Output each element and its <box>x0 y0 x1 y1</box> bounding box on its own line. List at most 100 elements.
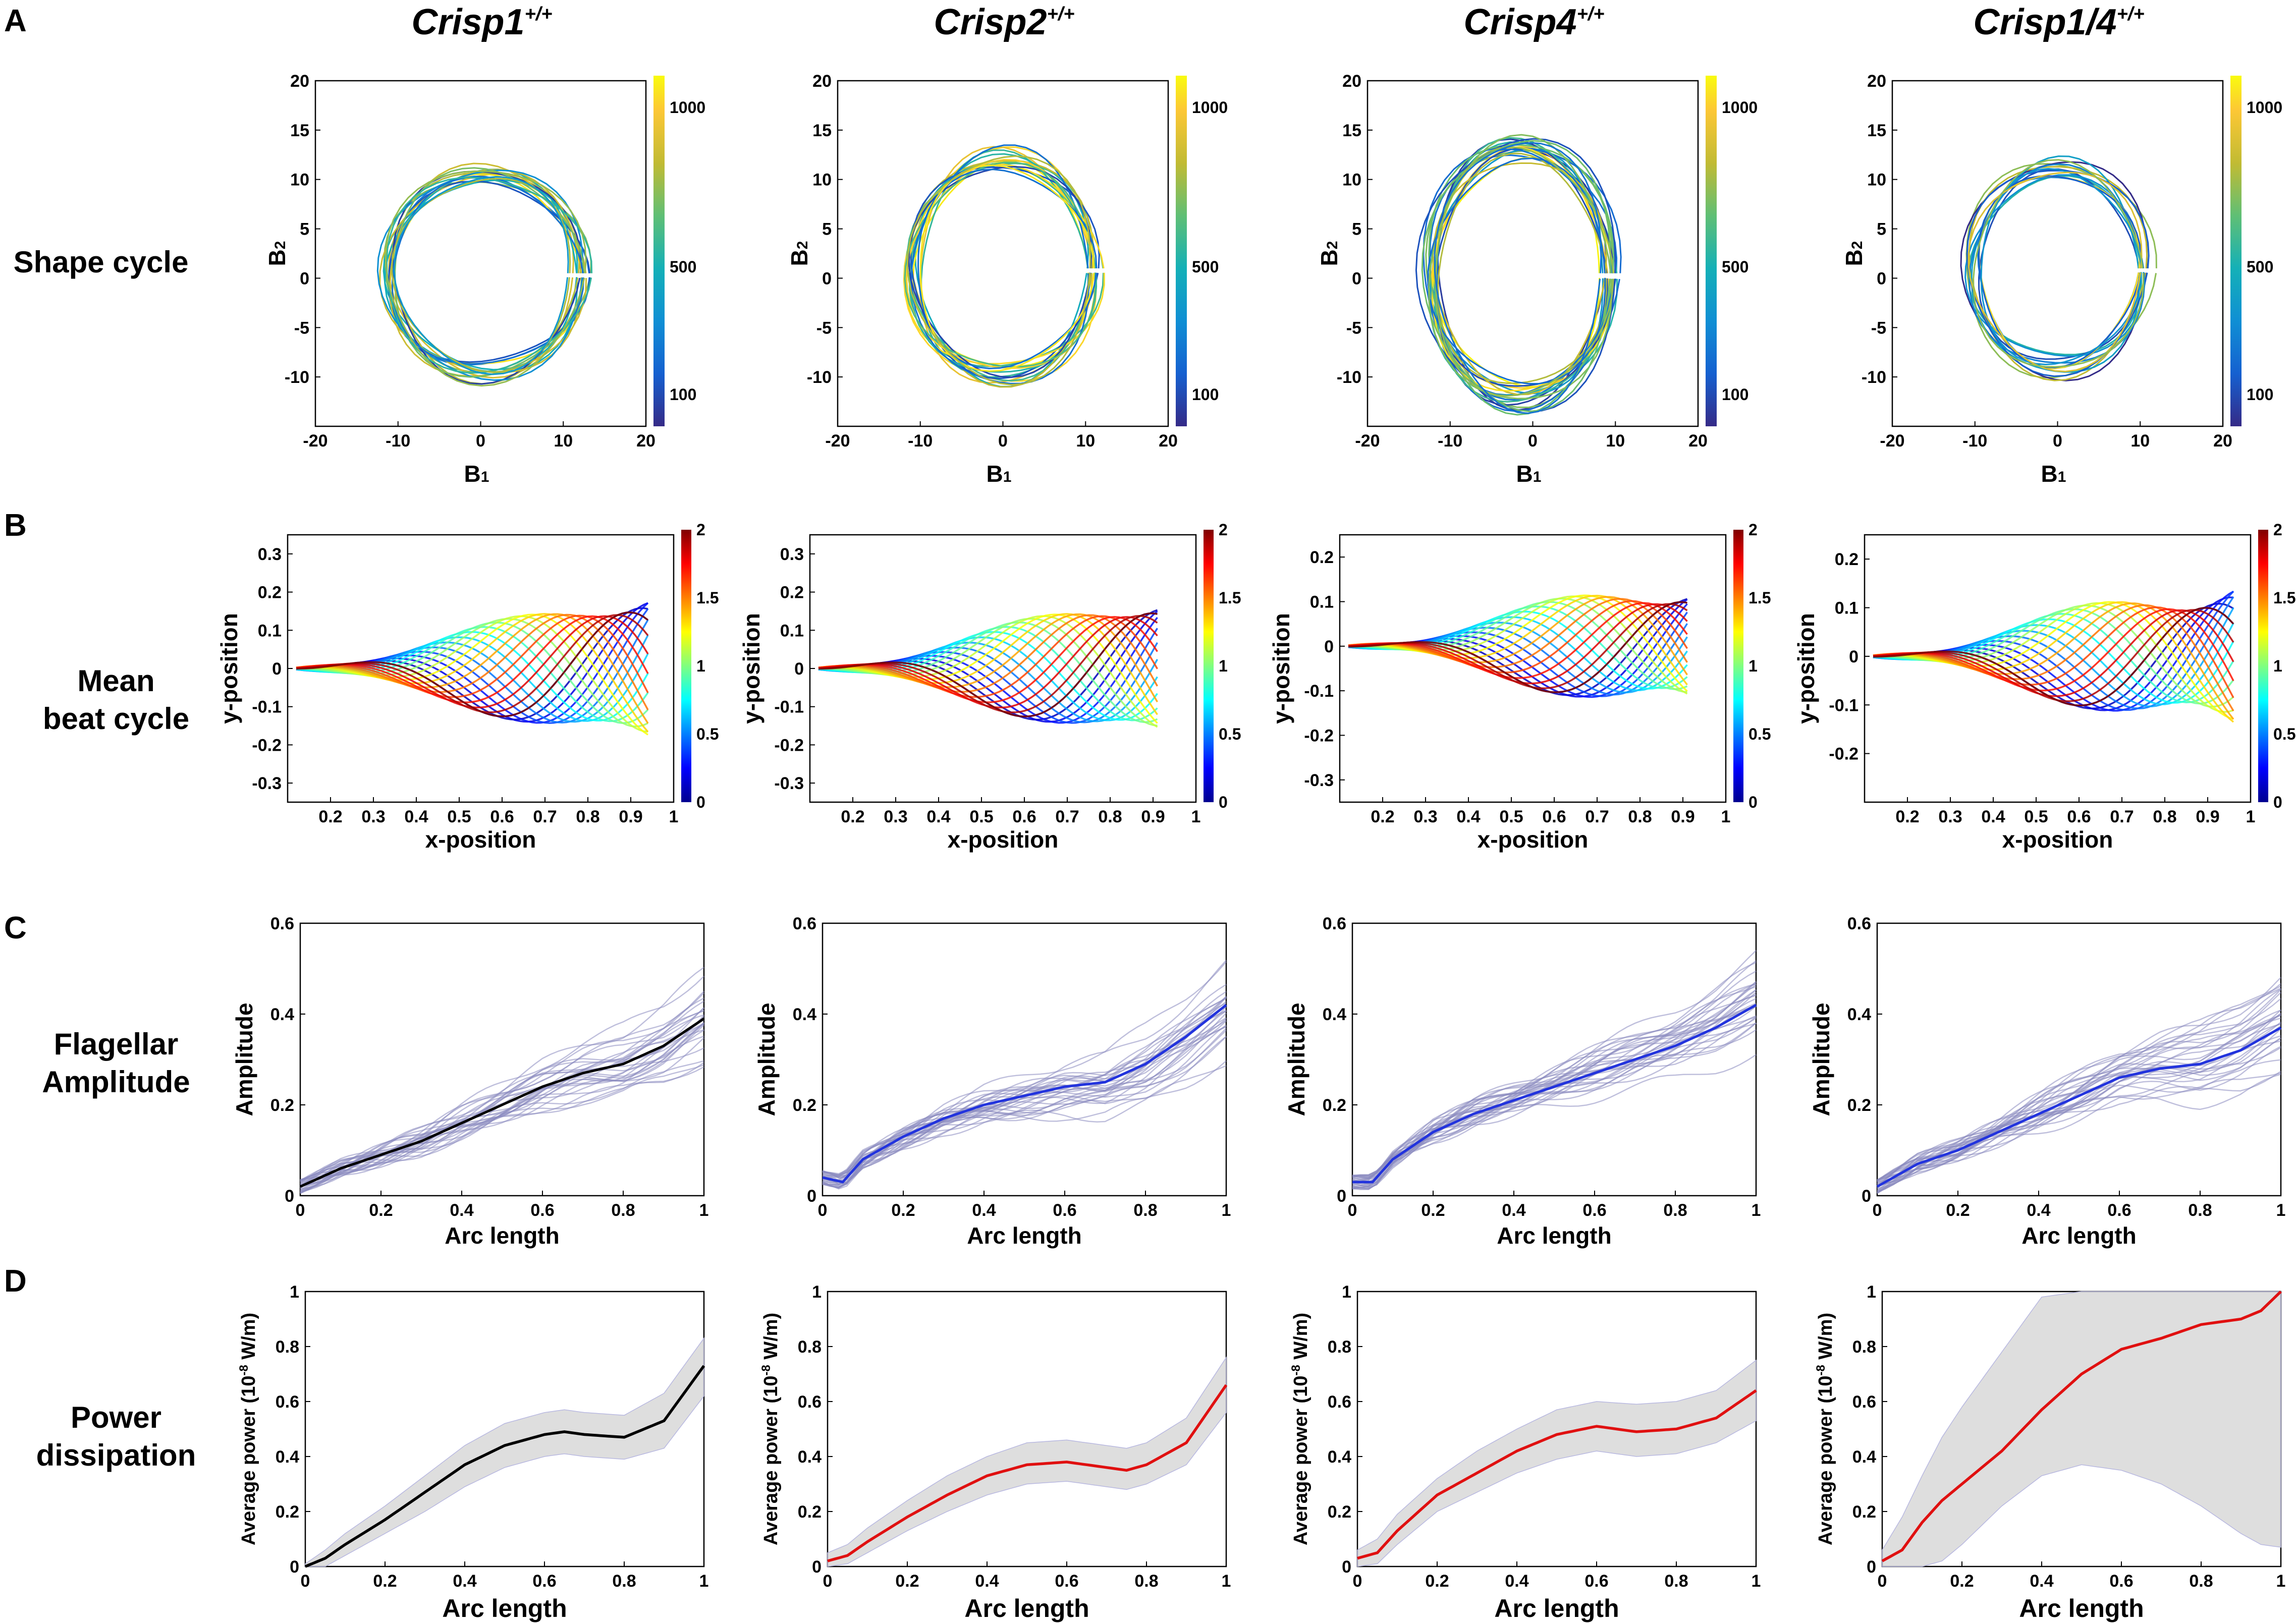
shape-cycle-0-loop <box>384 169 578 373</box>
shape-cycle-2-loop <box>1427 157 1606 384</box>
beat-cycle-1-xtick-label: 0.2 <box>841 807 864 826</box>
shape-cycle-2-xtick-label: 10 <box>1606 431 1625 451</box>
shape-cycle-0-xlabel: B1 <box>464 461 489 487</box>
shape-cycle-0-loop <box>385 170 587 387</box>
power-3-xtick-label: 0.8 <box>2189 1572 2213 1591</box>
power-3-xtick-label: 0.6 <box>2109 1572 2133 1591</box>
power-1-confidence-band <box>827 1356 1227 1567</box>
shape-cycle-0-loop <box>376 169 584 381</box>
amplitude-0-ytick-label: 0.2 <box>270 1096 294 1115</box>
amplitude-2-mean-line <box>1352 1003 1757 1184</box>
shape-cycle-1-loop <box>908 163 1104 367</box>
shape-cycle-3-ytick-label: -5 <box>1871 318 1886 338</box>
power-2-xtick-label: 0.4 <box>1505 1572 1528 1591</box>
column-title-crisp2: Crisp2+/+ <box>934 2 1074 42</box>
beat-cycle-1-waveform <box>818 613 1158 715</box>
shape-cycle-2-loop <box>1437 153 1607 384</box>
shape-cycle-1-ytick-label: 10 <box>812 171 832 190</box>
power-0-ytick-label: 0.4 <box>276 1447 299 1467</box>
shape-cycle-0-ytick-label: 15 <box>290 121 309 140</box>
power-3-xtick-label: 0 <box>1878 1572 1887 1591</box>
amplitude-0-cell-trace <box>300 1066 704 1191</box>
shape-cycle-1-loop <box>904 161 1097 368</box>
beat-cycle-2-xtick-label: 0.4 <box>1456 807 1480 826</box>
amplitude-3-xtick-label: 0.4 <box>2027 1201 2050 1220</box>
amplitude-0-xtick-label: 0.6 <box>530 1201 554 1220</box>
beat-cycle-3-xlabel: x-position <box>2002 826 2113 853</box>
shape-cycle-0-colorbar-tick: 1000 <box>670 98 705 117</box>
power-1-ytick-label: 0.6 <box>798 1392 822 1412</box>
beat-cycle-3-ytick-label: 0 <box>1849 647 1858 666</box>
amplitude-3-cell-trace <box>1877 1040 2281 1194</box>
beat-cycle-0-ytick-label: -0.2 <box>252 736 282 755</box>
power-1-ytick-label: 0 <box>812 1557 822 1577</box>
power-3-ytick-label: 0.2 <box>1852 1502 1876 1522</box>
beat-cycle-0-ytick-label: 0.2 <box>258 583 282 602</box>
beat-cycle-3-frame <box>1864 534 2252 803</box>
shape-cycle-1-colorbar-tick: 500 <box>1192 258 1219 276</box>
power-1-xtick-label: 0.2 <box>895 1572 919 1591</box>
amplitude-0-ytick-label: 0 <box>285 1187 294 1206</box>
power-2-ytick-label: 0 <box>1342 1557 1351 1577</box>
amplitude-1-ytick-label: 0.6 <box>793 914 816 933</box>
beat-cycle-1-waveform <box>818 613 1158 724</box>
shape-cycle-3-ytick-label: -10 <box>1862 368 1886 387</box>
amplitude-2-ytick-label: 0.6 <box>1323 914 1346 933</box>
power-0-xtick-label: 0.2 <box>373 1572 397 1591</box>
power-2-xtick-label: 0.2 <box>1425 1572 1449 1591</box>
column-title-crisp1-4: Crisp1/4+/+ <box>1973 2 2144 42</box>
amplitude-3-cell-trace <box>1877 1015 2281 1192</box>
amplitude-0-cell-trace <box>300 1025 704 1181</box>
shape-cycle-2-xtick-label: -10 <box>1438 431 1462 451</box>
shape-cycle-2-ytick-label: 10 <box>1342 171 1361 190</box>
beat-cycle-1-ytick-label: 0.3 <box>780 545 804 564</box>
amplitude-2-ytick-label: 0 <box>1337 1187 1346 1206</box>
amplitude-1-mean-line <box>822 1004 1227 1184</box>
beat-cycle-3-xtick-label: 0.8 <box>2153 807 2176 826</box>
amplitude-0-xtick-label: 1 <box>699 1201 709 1220</box>
beat-cycle-1-waveform <box>818 613 1159 703</box>
power-0-axes: 0 0.2 0.4 0.6 0.8 1 0 0.2 0.4 0.6 0.8 1 <box>276 1282 709 1591</box>
shape-cycle-2-loop <box>1436 148 1613 397</box>
shape-cycle-0-loop <box>394 167 585 378</box>
shape-cycle-0-ytick-label: 20 <box>290 72 309 91</box>
beat-cycle-1-ytick-label: 0.2 <box>780 583 804 602</box>
shape-cycle-1-ytick-label: -10 <box>807 368 832 387</box>
power-2-xtick-label: 0 <box>1353 1572 1362 1591</box>
beat-cycle-0-xtick-label: 0.9 <box>619 807 642 826</box>
shape-cycle-0-ytick-label: 0 <box>300 269 309 288</box>
beat-cycle-1-xtick-label: 0.5 <box>969 807 993 826</box>
amplitude-1-xtick-label: 0.8 <box>1133 1201 1157 1220</box>
power-2-frame <box>1356 1291 1757 1568</box>
beat-cycle-0-waveform <box>296 613 649 724</box>
power-3-ytick-label: 1 <box>1867 1282 1876 1302</box>
amplitude-3-cell-trace <box>1877 1047 2281 1191</box>
shape-cycle-3-ytick-label: 15 <box>1867 121 1886 140</box>
beat-cycle-2-xtick-label: 0.6 <box>1542 807 1566 826</box>
shape-cycle-2-ytick-label: 20 <box>1342 72 1361 91</box>
shape-cycle-0-colorbar-tick: 100 <box>670 385 696 404</box>
shape-cycle-0-xtick-label: 20 <box>636 431 655 451</box>
beat-cycle-2-colorbar <box>1733 530 1743 802</box>
beat-cycle-0-xtick-label: 0.6 <box>490 807 514 826</box>
shape-cycle-1-loop <box>908 165 1092 378</box>
beat-cycle-0-ytick-label: -0.1 <box>252 698 282 717</box>
beat-cycle-2-waveform <box>1348 601 1687 693</box>
power-3-xtick-label: 1 <box>2276 1572 2286 1591</box>
power-1-ytick-label: 0.8 <box>798 1337 822 1357</box>
beat-cycle-2-ylabel: y-position <box>1268 613 1294 724</box>
panel-letter-d: D <box>4 1264 27 1299</box>
beat-cycle-3-xtick-label: 0.6 <box>2067 807 2091 826</box>
shape-cycle-3-ylabel: B2 <box>1841 241 1867 266</box>
beat-cycle-2-colorbar-tick: 2 <box>1748 521 1758 539</box>
shape-cycle-3-xlabel: B1 <box>2041 461 2066 487</box>
power-1-xtick-label: 0.6 <box>1055 1572 1078 1591</box>
column-title-crisp4: Crisp4+/+ <box>1463 2 1604 42</box>
shape-cycle-2-axes: -20 -10 0 10 20 -10 -5 0 5 10 15 20 <box>1337 72 1708 451</box>
beat-cycle-1-xtick-label: 0.3 <box>884 807 907 826</box>
power-1-xlabel: Arc length <box>964 1594 1089 1622</box>
beat-cycle-0-waveform <box>296 615 648 733</box>
beat-cycle-0-colorbar-tick: 2 <box>696 521 705 539</box>
beat-cycle-1-ytick-label: 0 <box>794 659 804 679</box>
beat-cycle-3-colorbar-tick: 1 <box>2273 657 2282 675</box>
